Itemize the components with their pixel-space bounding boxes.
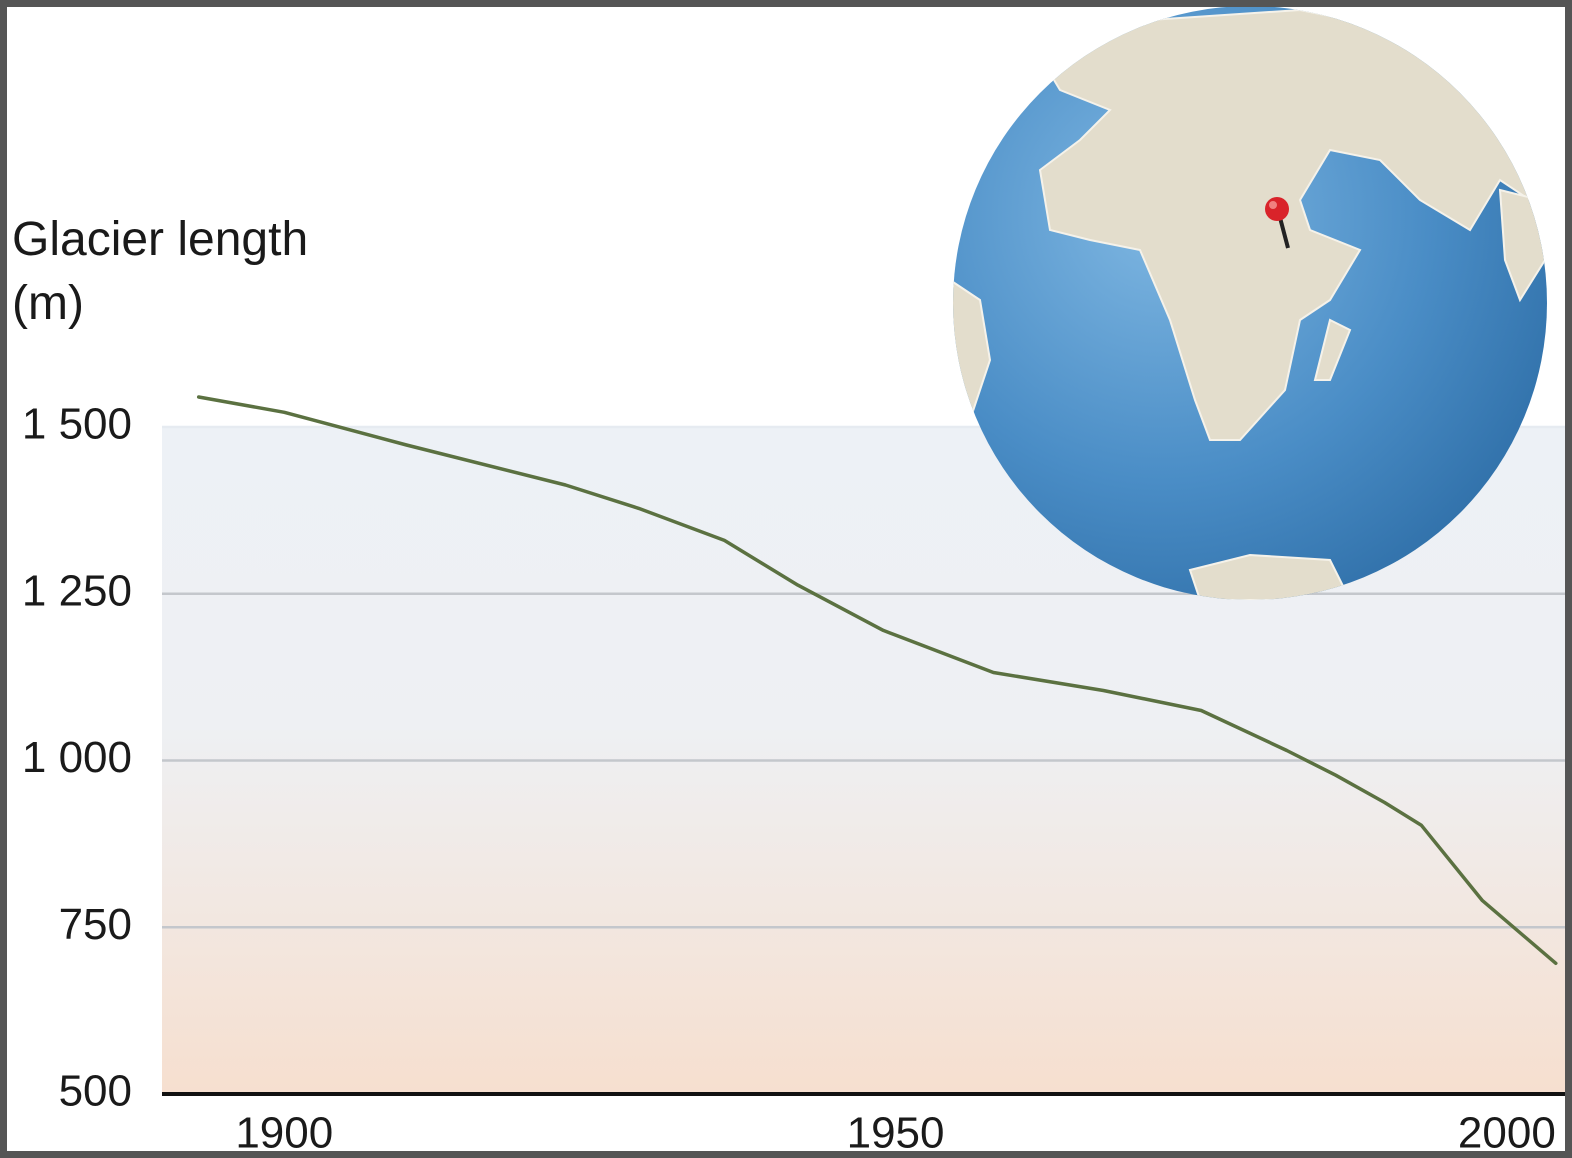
chart: 1 500 1 250 1 000 750 500 1900 1950 2000 <box>0 0 1572 1158</box>
y-tick-label: 1 250 <box>22 566 132 615</box>
y-tick-label: 1 000 <box>22 733 132 782</box>
x-tick-label: 1950 <box>847 1109 945 1158</box>
y-tick-label: 500 <box>59 1067 132 1116</box>
y-tick-label: 750 <box>59 900 132 949</box>
x-tick-label: 2000 <box>1458 1109 1556 1158</box>
page: {"chart_data": { "type": "line", "y_labe… <box>0 0 1572 1158</box>
x-tick-label: 1900 <box>235 1109 333 1158</box>
y-tick-label: 1 500 <box>22 400 132 449</box>
y-axis-label: Glacier length (m) <box>12 208 392 336</box>
